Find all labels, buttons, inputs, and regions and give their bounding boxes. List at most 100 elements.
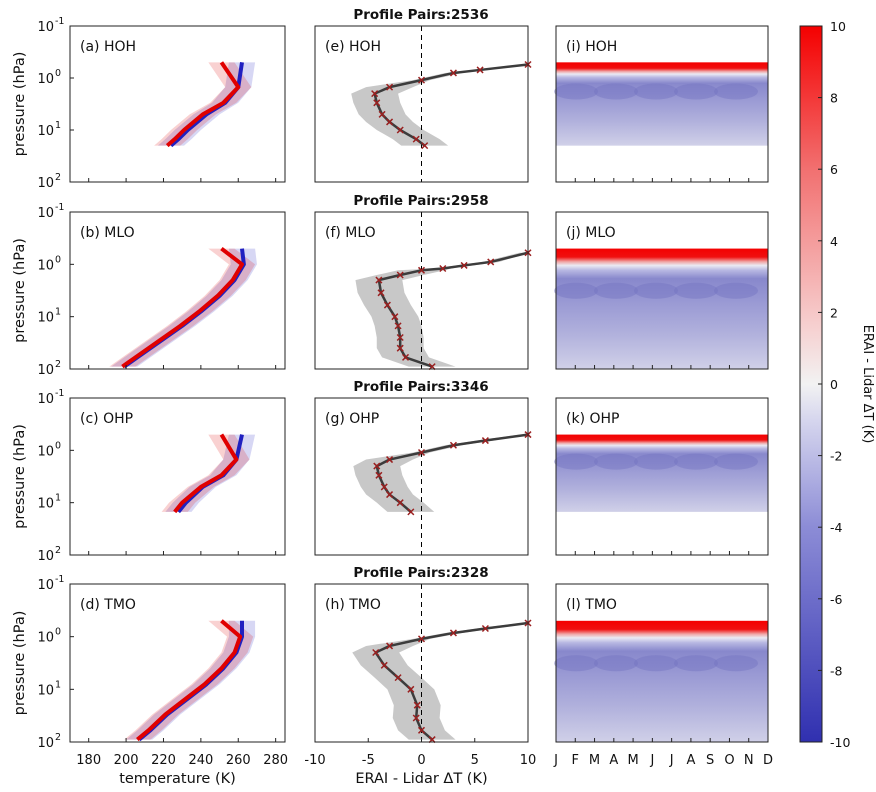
panel-ehoh: (e) HOH: [314, 25, 532, 183]
panel-label: (d) TMO: [80, 597, 136, 613]
erai-line: [165, 61, 241, 148]
xlabel: ERAI - Lidar ΔT (K): [355, 771, 487, 787]
x-tick-label: 5: [471, 753, 479, 768]
y-tick-label: 10: [37, 176, 54, 191]
diff-marker: [407, 508, 415, 516]
panel-label: (b) MLO: [80, 225, 135, 241]
diff-marker: [417, 726, 426, 734]
diff-marker: [421, 142, 429, 150]
diff-marker: [481, 624, 489, 633]
colorbar-tick-label: 0: [830, 377, 838, 392]
panel-label: (k) OHP: [566, 411, 619, 427]
axes-frame: [314, 397, 529, 556]
y-tick-exponent: 1: [55, 307, 61, 318]
y-tick-label: 10: [37, 311, 54, 326]
y-tick-exponent: 1: [55, 120, 61, 131]
spread-shading: [353, 434, 528, 512]
axes-frame: [69, 25, 286, 183]
diff-marker: [417, 448, 426, 457]
heatmap-contour: [674, 282, 718, 299]
diff-marker: [371, 90, 379, 98]
heatmap-field: [556, 62, 768, 146]
diff-marker: [394, 322, 402, 330]
ylabel: pressure (hPa): [12, 52, 28, 157]
y-tick-exponent: -1: [55, 202, 64, 213]
ylabel: pressure (hPa): [12, 424, 28, 529]
y-tick-exponent: 2: [55, 545, 61, 556]
heatmap-contour: [594, 655, 638, 672]
diff-marker: [412, 714, 420, 722]
x-tick-label: S: [706, 753, 714, 768]
x-tick-label: A: [609, 753, 618, 768]
axes-frame: [555, 25, 769, 183]
y-tick-exponent: 0: [55, 254, 61, 265]
colorbar-tick-label: -2: [830, 449, 842, 464]
heatmap-field: [556, 434, 768, 512]
colorbar-tick-label: 6: [830, 162, 838, 177]
axes-frame: [69, 211, 286, 370]
x-tick-label: 0: [417, 753, 425, 768]
y-tick-label: 10: [37, 363, 54, 378]
x-tick-label: J: [669, 753, 674, 768]
y-tick-exponent: 0: [55, 440, 61, 451]
diff-marker: [417, 635, 426, 643]
axes-frame: [69, 397, 286, 556]
y-tick-label: 10: [37, 444, 54, 459]
row-title: Profile Pairs:2328: [353, 565, 488, 581]
diff-marker: [394, 674, 402, 682]
heatmap-contour: [554, 655, 598, 672]
diff-marker: [375, 471, 383, 479]
heatmap-contour: [634, 453, 678, 470]
diff-marker: [396, 126, 404, 134]
colorbar-tick-label: 10: [830, 19, 846, 34]
heatmap-contour: [634, 282, 678, 299]
y-tick-exponent: -1: [55, 574, 64, 585]
panel-label: (j) MLO: [566, 225, 616, 241]
diff-marker: [413, 701, 421, 709]
diff-marker: [449, 441, 457, 449]
erai-shading: [154, 62, 252, 146]
panel-label: (g) OHP: [325, 411, 379, 427]
diff-marker: [460, 261, 468, 269]
diff-marker: [396, 499, 404, 507]
diff-marker: [380, 661, 388, 669]
y-tick-label: 10: [37, 392, 54, 407]
x-tick-label: 260: [226, 753, 251, 768]
heatmap-contour: [554, 282, 598, 299]
x-tick-label: 10: [520, 753, 537, 768]
diff-marker: [449, 69, 457, 77]
panel-label: (l) TMO: [566, 597, 617, 613]
x-tick-label: 200: [114, 753, 139, 768]
diff-marker: [380, 483, 388, 491]
panel-label: (i) HOH: [566, 39, 617, 55]
diff-marker: [372, 648, 380, 657]
colorbar-tick-label: 8: [830, 91, 838, 106]
heatmap-contour: [634, 655, 678, 672]
x-tick-label: -10: [304, 753, 325, 768]
diff-marker: [378, 110, 386, 118]
y-tick-label: 10: [37, 20, 54, 35]
diff-marker: [417, 266, 426, 274]
row-title: Profile Pairs:2536: [353, 7, 488, 23]
x-tick-label: 240: [188, 753, 213, 768]
colorbar: 10 8 6 4 2 0 -2 -4 -6 -8 -10 ERAI - Lidar ΔT (K): [799, 19, 875, 750]
heatmap-contour: [554, 83, 598, 100]
colorbar-tick-label: -4: [830, 520, 843, 535]
heatmap-contour: [594, 282, 638, 299]
heatmap-contour: [594, 453, 638, 470]
y-tick-label: 10: [37, 578, 54, 593]
x-tick-label: M: [589, 753, 600, 768]
panel-fmlo: (f) MLO: [314, 211, 532, 371]
panel-htmo: (h) TMO -10 -5 0 5 10 ERAI - Lidar ΔT (K): [304, 583, 537, 787]
y-tick-exponent: -1: [55, 16, 64, 27]
diff-marker: [439, 264, 447, 273]
y-tick-label: 10: [37, 631, 54, 646]
diff-marker: [481, 437, 489, 445]
heatmap-field: [556, 620, 768, 742]
x-tick-label: 220: [151, 753, 176, 768]
panel-ihoh: (i) HOH: [554, 25, 769, 183]
panel-label: (c) OHP: [80, 411, 133, 427]
diff-marker: [396, 333, 404, 342]
